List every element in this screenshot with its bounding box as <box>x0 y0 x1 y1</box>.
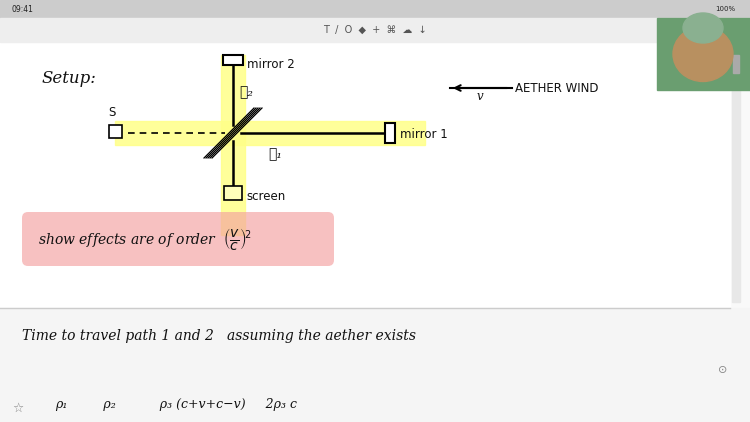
Text: screen: screen <box>246 189 285 203</box>
Text: ρ₁         ρ₂           ρ₃ (c+v+c−v)     2ρ₃ c: ρ₁ ρ₂ ρ₃ (c+v+c−v) 2ρ₃ c <box>55 398 297 411</box>
Bar <box>224 186 242 200</box>
Text: AETHER WIND: AETHER WIND <box>515 81 598 95</box>
Bar <box>115 121 425 145</box>
Text: ℓ₁: ℓ₁ <box>268 147 282 161</box>
Text: show effects are of order  $\left(\dfrac{v}{c}\right)^{\!2}$: show effects are of order $\left(\dfrac{… <box>38 226 252 252</box>
Bar <box>0 308 750 422</box>
Bar <box>657 18 750 90</box>
Text: v: v <box>477 90 483 103</box>
Text: ☆: ☆ <box>12 401 23 414</box>
Bar <box>0 18 750 42</box>
Bar <box>221 55 245 235</box>
FancyBboxPatch shape <box>22 212 334 266</box>
Text: ℓ₂: ℓ₂ <box>239 85 253 99</box>
Text: Setup:: Setup: <box>42 70 97 87</box>
Bar <box>732 42 740 302</box>
Text: 09:41: 09:41 <box>12 5 34 14</box>
Ellipse shape <box>683 13 723 43</box>
Text: T  /  O  ◆  +  ⌘  ☁  ↓: T / O ◆ + ⌘ ☁ ↓ <box>323 25 427 35</box>
Bar <box>733 55 739 73</box>
Text: mirror 1: mirror 1 <box>400 127 448 141</box>
Text: ⊙: ⊙ <box>718 365 728 375</box>
Bar <box>385 123 395 143</box>
Text: S: S <box>108 106 116 119</box>
Bar <box>223 55 243 65</box>
Bar <box>109 125 122 138</box>
Ellipse shape <box>673 27 733 81</box>
Text: mirror 2: mirror 2 <box>247 57 295 70</box>
Text: Time to travel path 1 and 2   assuming the aether exists: Time to travel path 1 and 2 assuming the… <box>22 329 416 343</box>
Bar <box>0 0 750 18</box>
Text: 100%: 100% <box>715 6 735 12</box>
